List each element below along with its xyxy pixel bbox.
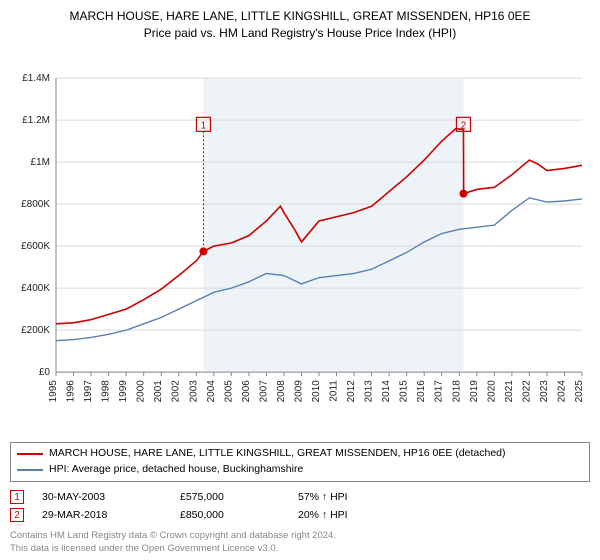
svg-text:£200K: £200K	[21, 325, 50, 336]
transaction-row: 2 29-MAR-2018 £850,000 20% ↑ HPI	[10, 506, 590, 524]
svg-text:2003: 2003	[188, 379, 199, 402]
svg-text:2016: 2016	[416, 379, 427, 402]
legend-swatch	[17, 453, 43, 455]
svg-text:2004: 2004	[206, 379, 217, 402]
chart-svg: £0 £200K £400K £600K £800K £1M £1.2M £1.4M 1995 1…	[10, 46, 590, 438]
svg-text:2011: 2011	[329, 379, 340, 401]
svg-text:2001: 2001	[153, 379, 164, 402]
svg-text:2008: 2008	[276, 379, 287, 402]
svg-text:1999: 1999	[118, 379, 129, 402]
svg-text:1995: 1995	[48, 379, 59, 402]
legend-label: HPI: Average price, detached house, Buck…	[49, 462, 303, 478]
transaction-marker-icon: 1	[10, 490, 24, 504]
transaction-row: 1 30-MAY-2003 £575,000 57% ↑ HPI	[10, 488, 590, 506]
footer-copyright: Contains HM Land Registry data © Crown c…	[10, 530, 590, 543]
transaction-delta: 57% ↑ HPI	[298, 491, 398, 503]
svg-text:2014: 2014	[381, 379, 392, 402]
svg-text:2006: 2006	[241, 379, 252, 402]
svg-text:£1.4M: £1.4M	[22, 73, 50, 84]
svg-text:2020: 2020	[486, 379, 497, 402]
svg-text:2022: 2022	[521, 379, 532, 402]
title-block: MARCH HOUSE, HARE LANE, LITTLE KINGSHILL…	[10, 8, 590, 42]
legend-label: MARCH HOUSE, HARE LANE, LITTLE KINGSHILL…	[49, 446, 506, 462]
svg-text:£600K: £600K	[21, 241, 50, 252]
svg-text:2024: 2024	[556, 379, 567, 402]
legend: MARCH HOUSE, HARE LANE, LITTLE KINGSHILL…	[10, 442, 590, 483]
transaction-marker-icon: 2	[10, 508, 24, 522]
svg-text:2009: 2009	[293, 379, 304, 402]
svg-text:2025: 2025	[574, 379, 585, 402]
svg-text:2012: 2012	[346, 379, 357, 402]
svg-text:2002: 2002	[171, 379, 182, 402]
svg-text:1997: 1997	[83, 379, 94, 402]
transaction-price: £575,000	[180, 491, 280, 503]
title-address: MARCH HOUSE, HARE LANE, LITTLE KINGSHILL…	[10, 8, 590, 25]
legend-row: HPI: Average price, detached house, Buck…	[17, 462, 583, 478]
svg-text:1998: 1998	[101, 379, 112, 402]
svg-text:£0: £0	[39, 367, 51, 378]
svg-text:£1M: £1M	[31, 157, 50, 168]
svg-text:2019: 2019	[469, 379, 480, 402]
svg-text:2007: 2007	[258, 379, 269, 402]
svg-text:2023: 2023	[539, 379, 550, 402]
svg-text:2000: 2000	[136, 379, 147, 402]
svg-text:1996: 1996	[66, 379, 77, 402]
legend-swatch	[17, 469, 43, 471]
chart-container: MARCH HOUSE, HARE LANE, LITTLE KINGSHILL…	[0, 0, 600, 560]
svg-text:2015: 2015	[399, 379, 410, 402]
chart-area: £0 £200K £400K £600K £800K £1M £1.2M £1.4M 1995 1…	[10, 46, 590, 438]
svg-text:2013: 2013	[364, 379, 375, 402]
svg-text:1: 1	[201, 120, 207, 131]
svg-text:2005: 2005	[223, 379, 234, 402]
footer: Contains HM Land Registry data © Crown c…	[10, 530, 590, 556]
footer-license: This data is licensed under the Open Gov…	[10, 543, 590, 556]
svg-text:2010: 2010	[311, 379, 322, 402]
svg-text:2018: 2018	[451, 379, 462, 402]
svg-text:£800K: £800K	[21, 199, 50, 210]
transactions-table: 1 30-MAY-2003 £575,000 57% ↑ HPI 2 29-MA…	[10, 488, 590, 524]
transaction-date: 29-MAR-2018	[42, 509, 162, 521]
legend-row: MARCH HOUSE, HARE LANE, LITTLE KINGSHILL…	[17, 446, 583, 462]
svg-text:£1.2M: £1.2M	[22, 115, 50, 126]
svg-text:£400K: £400K	[21, 283, 50, 294]
transaction-price: £850,000	[180, 509, 280, 521]
title-subtitle: Price paid vs. HM Land Registry's House …	[10, 25, 590, 42]
svg-text:2: 2	[461, 120, 467, 131]
transaction-date: 30-MAY-2003	[42, 491, 162, 503]
svg-text:2017: 2017	[434, 379, 445, 402]
svg-text:2021: 2021	[504, 379, 515, 402]
transaction-delta: 20% ↑ HPI	[298, 509, 398, 521]
